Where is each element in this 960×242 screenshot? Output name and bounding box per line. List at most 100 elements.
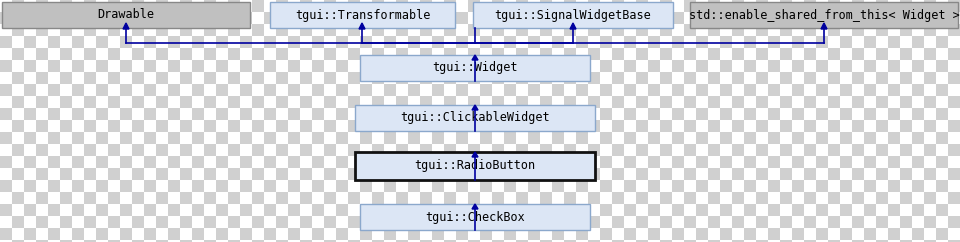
Bar (420, 240, 432, 242)
Bar (456, 60, 468, 72)
Bar (204, 228, 216, 240)
Bar (552, 204, 564, 216)
Bar (456, 132, 468, 144)
Bar (900, 0, 912, 12)
Bar (336, 108, 348, 120)
Bar (876, 144, 888, 156)
Bar (144, 84, 156, 96)
Bar (372, 0, 384, 12)
Bar (888, 96, 900, 108)
Bar (72, 96, 84, 108)
Bar (192, 228, 204, 240)
Bar (564, 60, 576, 72)
Bar (396, 120, 408, 132)
Bar (744, 240, 756, 242)
Bar (900, 72, 912, 84)
Bar (96, 156, 108, 168)
Bar (684, 120, 696, 132)
Bar (756, 0, 768, 12)
Bar (252, 192, 264, 204)
Bar (636, 228, 648, 240)
Bar (732, 60, 744, 72)
Bar (732, 228, 744, 240)
Bar (276, 132, 288, 144)
Bar (684, 156, 696, 168)
Bar (12, 192, 24, 204)
Bar (300, 0, 312, 12)
Bar (540, 48, 552, 60)
Bar (480, 204, 492, 216)
Bar (240, 204, 252, 216)
Bar (492, 60, 504, 72)
Bar (372, 84, 384, 96)
Bar (900, 168, 912, 180)
Bar (408, 228, 420, 240)
Bar (144, 24, 156, 36)
Bar (756, 96, 768, 108)
Bar (516, 156, 528, 168)
Bar (216, 240, 228, 242)
Bar (312, 24, 324, 36)
Bar (732, 216, 744, 228)
Bar (828, 72, 840, 84)
Bar (720, 0, 732, 12)
Bar (912, 60, 924, 72)
Bar (252, 96, 264, 108)
Bar (360, 55, 590, 81)
Bar (264, 180, 276, 192)
Bar (360, 60, 372, 72)
Bar (276, 204, 288, 216)
Bar (480, 36, 492, 48)
Bar (132, 168, 144, 180)
Bar (156, 72, 168, 84)
Bar (168, 24, 180, 36)
Bar (204, 156, 216, 168)
Bar (852, 60, 864, 72)
Bar (84, 72, 96, 84)
Bar (864, 120, 876, 132)
Bar (168, 36, 180, 48)
Bar (888, 36, 900, 48)
Bar (108, 144, 120, 156)
Bar (156, 156, 168, 168)
Bar (564, 168, 576, 180)
Bar (900, 96, 912, 108)
Bar (624, 180, 636, 192)
Bar (432, 120, 444, 132)
Bar (372, 12, 384, 24)
Bar (192, 60, 204, 72)
Bar (660, 144, 672, 156)
Bar (780, 192, 792, 204)
Bar (24, 240, 36, 242)
Bar (360, 24, 372, 36)
Bar (924, 204, 936, 216)
Bar (888, 168, 900, 180)
Bar (60, 240, 72, 242)
Bar (432, 24, 444, 36)
Bar (900, 108, 912, 120)
Bar (576, 156, 588, 168)
Bar (72, 84, 84, 96)
Bar (108, 168, 120, 180)
Bar (84, 144, 96, 156)
Bar (492, 228, 504, 240)
Bar (468, 12, 480, 24)
Bar (720, 132, 732, 144)
Bar (792, 156, 804, 168)
Bar (204, 36, 216, 48)
Bar (372, 156, 384, 168)
Bar (228, 84, 240, 96)
Bar (564, 72, 576, 84)
Bar (924, 228, 936, 240)
Bar (12, 60, 24, 72)
Polygon shape (472, 55, 478, 60)
Bar (120, 228, 132, 240)
Bar (816, 96, 828, 108)
Bar (840, 12, 852, 24)
Bar (864, 72, 876, 84)
Bar (156, 228, 168, 240)
Bar (120, 24, 132, 36)
Bar (912, 156, 924, 168)
Bar (744, 36, 756, 48)
Bar (468, 240, 480, 242)
